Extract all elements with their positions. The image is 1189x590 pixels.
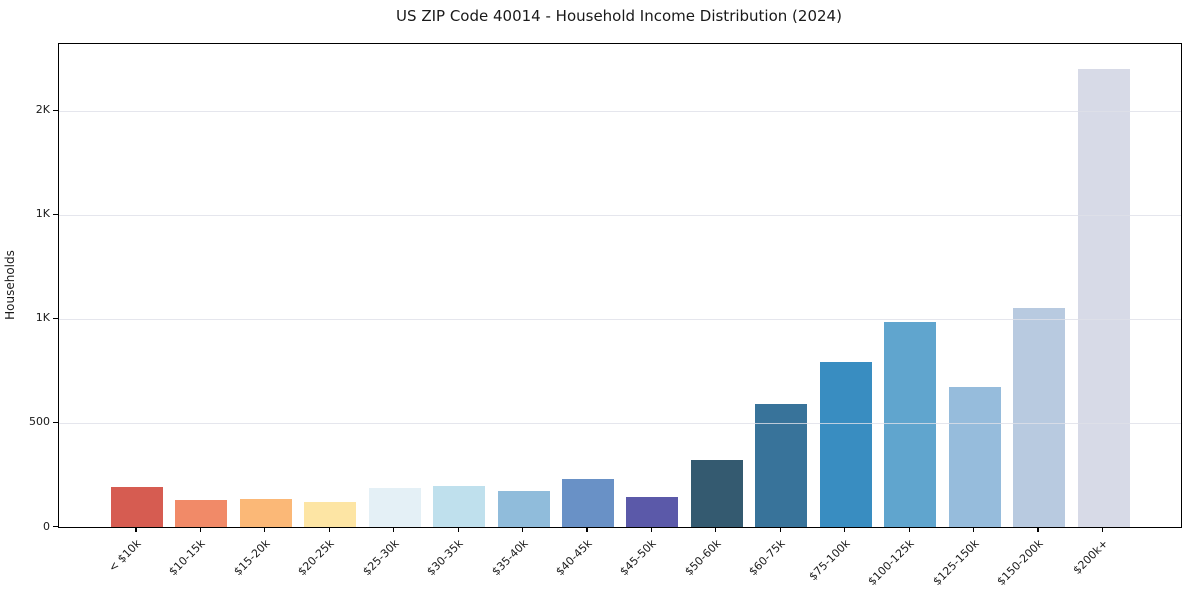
x-tick-label: $45-50k: [617, 536, 659, 579]
bar-200k: [1077, 69, 1130, 527]
x-tick-mark: [457, 527, 459, 532]
x-tick-mark: [522, 527, 524, 532]
bar-10-15k: [175, 500, 228, 527]
y-tick-mark: [53, 421, 58, 424]
y-tick-mark: [53, 526, 58, 528]
x-tick-mark: [779, 527, 781, 532]
gridline-1k: [59, 214, 1181, 216]
bar-150-200k: [1013, 308, 1065, 527]
x-tick-label: $60-75k: [746, 536, 788, 579]
x-tick-mark: [908, 527, 910, 532]
x-tick-mark: [199, 527, 201, 532]
x-tick-label: $200k+: [1070, 536, 1111, 577]
bar-125-150k: [948, 387, 1001, 527]
gridline-2k: [59, 110, 1181, 112]
y-tick-mark: [53, 213, 58, 215]
x-tick-mark: [715, 527, 717, 532]
x-tick-mark: [1101, 527, 1104, 532]
bar-30-35k: [433, 486, 486, 527]
x-tick-mark: [1037, 527, 1039, 532]
x-tick-label: $35-40k: [488, 536, 531, 579]
bar-40-45k: [562, 479, 614, 527]
x-tick-label: $100-125k: [865, 536, 917, 589]
y-tick-label: 0: [43, 519, 50, 533]
bar-100-125k: [884, 321, 937, 527]
bar-35-40k: [497, 490, 550, 527]
chart-title: US ZIP Code 40014 - Household Income Dis…: [396, 7, 842, 25]
gridline-1k: [59, 318, 1181, 320]
x-tick-mark: [393, 527, 395, 532]
x-tick-label: $150-200k: [994, 536, 1046, 589]
bar-20-25k: [304, 502, 357, 527]
x-tick-mark: [586, 527, 588, 532]
y-tick-label: 2K: [35, 103, 50, 117]
x-tick-label: $25-30k: [360, 536, 402, 579]
x-tick-mark: [328, 527, 330, 532]
x-tick-mark: [650, 527, 652, 532]
x-tick-mark: [135, 527, 137, 532]
plot-area: [58, 43, 1182, 528]
x-tick-label: $10-15k: [166, 536, 208, 579]
y-tick-mark: [53, 317, 58, 319]
bar-15-20k: [239, 499, 292, 527]
x-tick-label: $20-25k: [295, 536, 337, 579]
x-tick-mark: [973, 527, 975, 532]
y-tick-label: 500: [29, 415, 50, 429]
x-tick-mark: [264, 527, 266, 532]
bar-45-50k: [626, 496, 679, 527]
bar-10k: [111, 487, 163, 527]
x-tick-label: < $10k: [106, 536, 144, 575]
gridline-500: [59, 422, 1181, 424]
bar-60-75k: [755, 404, 808, 527]
bar-50-60k: [690, 460, 743, 527]
y-tick-label: 1K: [35, 311, 50, 325]
x-tick-mark: [844, 527, 846, 532]
x-tick-label: $40-45k: [553, 536, 595, 579]
x-tick-label: $30-35k: [424, 536, 466, 579]
x-tick-label: $75-100k: [806, 536, 853, 584]
bar-75-100k: [819, 361, 872, 527]
y-tick-mark: [53, 109, 58, 111]
bar-25-30k: [368, 488, 421, 527]
y-tick-label: 1K: [35, 207, 50, 221]
x-tick-label: $125-150k: [930, 536, 982, 589]
x-tick-label: $50-60k: [682, 536, 724, 579]
x-tick-label: $15-20k: [231, 536, 273, 579]
